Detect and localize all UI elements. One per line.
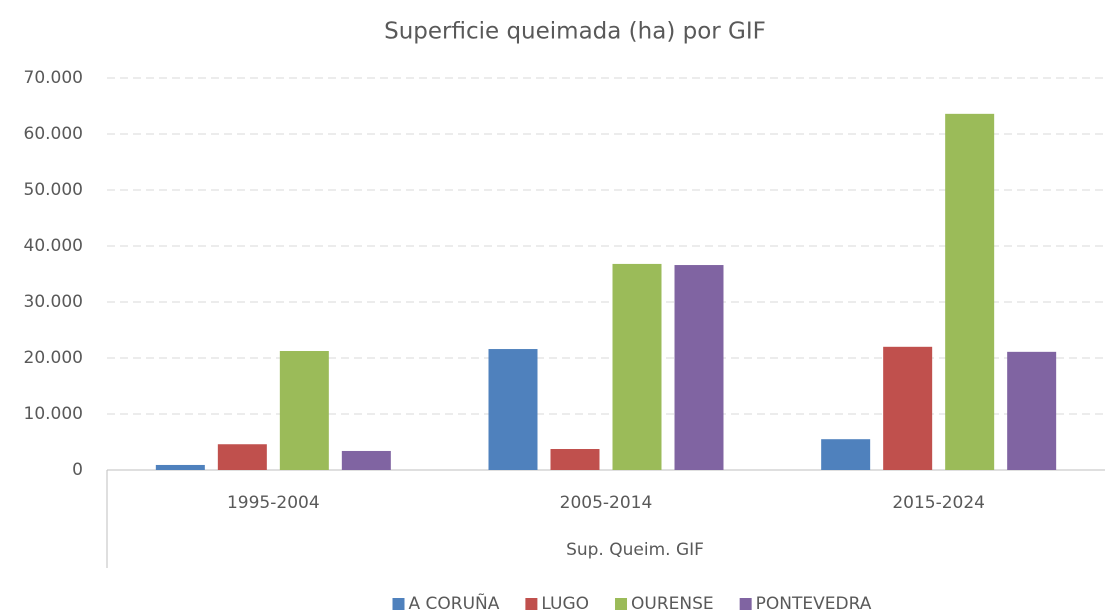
y-tick-label: 0 <box>72 460 83 480</box>
y-tick-label: 70.000 <box>24 68 83 88</box>
bar <box>612 263 662 470</box>
bar <box>883 346 933 470</box>
bar <box>155 464 205 470</box>
legend-label: A CORUÑA <box>409 592 500 614</box>
bar <box>550 449 600 470</box>
legend-label: PONTEVEDRA <box>756 594 872 614</box>
x-tick-label: 2005-2014 <box>560 493 653 513</box>
legend-swatch <box>739 598 752 610</box>
bar <box>341 450 391 470</box>
bar <box>674 265 724 470</box>
bar <box>1007 351 1057 470</box>
legend-label: LUGO <box>541 594 589 614</box>
y-tick-label: 50.000 <box>24 180 83 200</box>
y-tick-label: 30.000 <box>24 292 83 312</box>
x-tick-label: 2015-2024 <box>892 493 985 513</box>
y-tick-label: 20.000 <box>24 348 83 368</box>
legend-swatch <box>392 598 405 610</box>
y-tick-label: 60.000 <box>24 124 83 144</box>
y-tick-label: 40.000 <box>24 236 83 256</box>
legend-label: OURENSE <box>631 594 714 614</box>
bar <box>217 444 267 470</box>
x-tick-label: 1995-2004 <box>227 493 320 513</box>
chart-title: Superficie queimada (ha) por GIF <box>384 19 766 45</box>
bar <box>945 113 995 470</box>
bar <box>279 351 329 470</box>
x-axis-title: Sup. Queim. GIF <box>566 540 704 560</box>
y-tick-label: 10.000 <box>24 404 83 424</box>
bar <box>821 439 871 470</box>
bar <box>488 349 538 470</box>
legend-swatch <box>525 598 538 610</box>
legend-swatch <box>615 598 628 610</box>
